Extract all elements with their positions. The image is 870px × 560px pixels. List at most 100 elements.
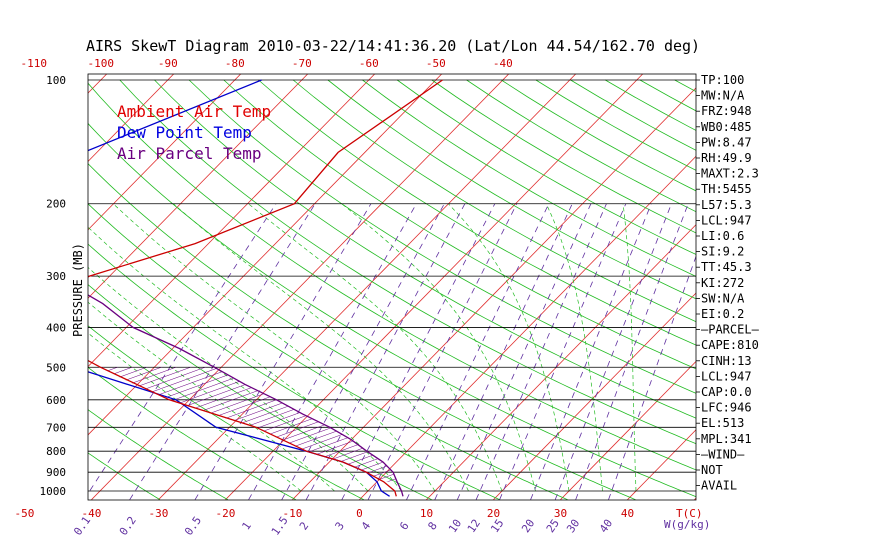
y-axis-label: PRESSURE (MB) [71,243,85,337]
top-temp-tick-label: -50 [426,57,446,70]
mixing-ratio-line [456,203,592,500]
stability-index: KI:272 [701,276,744,290]
stability-index: AVAIL [701,479,737,493]
mixing-ratio-line [530,203,652,500]
ambient-temp-line [88,79,443,497]
bottom-temp-tick-label: 10 [420,507,433,520]
dry-adiabat-line [88,122,696,498]
mixing-ratio-line [475,203,607,500]
bottom-temp-tick-label: -30 [149,507,169,520]
top-temp-tick-label: -90 [158,57,178,70]
mixing-ratio-unit-label: W(g/kg) [664,518,710,531]
pressure-tick-label: 600 [46,394,66,407]
dry-adiabat-line [223,79,696,370]
isotherm-line [761,71,870,500]
mixing-ratio-line [554,203,672,500]
pressure-tick-label: 1000 [40,485,67,498]
bottom-temp-tick-label: 30 [554,507,567,520]
stability-index: —WIND— [701,447,745,461]
dry-adiabat-line [88,452,161,500]
stability-index: MPL:341 [701,432,752,446]
dry-adiabat-line [258,79,696,346]
axis-ticks: 0.1 0.2 0.5 1 1.5 2 3 4 6 8 10 12 15 20 25 30 4010020030… [15,57,711,538]
dry-adiabat-line [88,243,500,500]
top-temp-tick-label: -80 [225,57,245,70]
mixing-ratio-label: 4 [359,519,374,532]
top-temp-tick-label: -60 [359,57,379,70]
stability-index: TH:5455 [701,182,752,196]
top-temp-tick-label: -100 [88,57,115,70]
stability-index: SW:N/A [701,291,745,305]
legend: Ambient Air Temp Dew Point Temp Air Parcel… [117,102,271,163]
pressure-tick-label: 700 [46,421,66,434]
stability-index: MAXT:2.3 [701,167,759,181]
dry-adiabat-line [744,80,870,500]
stability-index: FRZ:948 [701,104,752,118]
stability-index: PW:8.47 [701,135,752,149]
legend-entry: Air Parcel Temp [117,144,262,163]
stability-index: EL:513 [701,416,744,430]
bottom-temp-tick-label: -10 [283,507,303,520]
top-temp-tick-label: -110 [21,57,48,70]
stability-index: CAP:0.0 [701,385,752,399]
moist-adiabat-line [173,203,469,492]
dry-adiabat-line [327,79,696,300]
stability-index: TP:100 [701,73,744,87]
dry-adiabat-line [639,79,696,112]
isotherm-line [88,74,309,299]
mixing-ratio-line [194,203,372,500]
mixing-ratio-line [88,203,277,495]
chart-title: AIRS SkewT Diagram 2010-03-22/14:41:36.2… [86,37,700,55]
mixing-ratio-label: 0.5 [182,514,204,538]
mixing-ratio-label: 2 [297,520,311,533]
isotherm-line [292,87,696,500]
isotherm-line [359,155,696,500]
mixing-ratio-label: 40 [597,517,615,535]
stability-index: L57:5.3 [701,198,752,212]
bottom-temp-tick-label: -40 [82,507,102,520]
mixing-ratio-label: 30 [564,517,582,535]
stability-index: LCL:947 [701,213,752,227]
stability-index: EI:0.2 [701,307,744,321]
bottom-temp-tick-label: 0 [356,507,363,520]
stability-index: TT:45.3 [701,260,752,274]
mixing-ratio-line [608,255,696,500]
dry-adiabat-line [466,79,696,213]
isobars [88,79,696,492]
mixing-ratio-label: 0.2 [117,514,139,538]
dry-adiabat-line [88,203,568,500]
dry-adiabat-line [88,284,432,500]
pressure-tick-label: 100 [46,74,66,87]
mixing-ratio-line [248,203,417,500]
mixing-ratio-line [575,203,689,500]
pressure-tick-label: 400 [46,321,66,334]
dry-adiabat-line [88,409,229,500]
mixing-ratio-label: 1 [239,520,253,533]
dry-adiabat-line [119,79,696,445]
stability-index: RH:49.9 [701,151,752,165]
mixing-ratio-label: 3 [333,520,347,533]
isotherm-line [88,74,108,94]
top-temp-tick-label: -70 [292,57,312,70]
isotherm-line [88,74,242,231]
stability-index: LI:0.6 [701,229,744,243]
stability-index: LCL:947 [701,369,752,383]
isotherm-line [158,74,577,500]
dry-adiabat-line [154,79,696,419]
stability-index: NOT [701,463,723,477]
parcel-temp-line [88,294,404,497]
legend-entry: Ambient Air Temp [117,102,271,121]
stability-index: CINH:13 [701,354,752,368]
mixing-ratio-label: 6 [397,520,411,533]
mixing-ratio-line [129,203,316,500]
pressure-tick-label: 500 [46,361,66,374]
isotherm-line [91,74,510,500]
mixing-ratio-label: 12 [465,517,483,535]
mixing-ratio-label: 10 [446,517,464,535]
bottom-temp-tick-label: 40 [621,507,634,520]
stability-index: SI:9.2 [701,245,744,259]
mixing-ratio-line [341,203,496,500]
dry-adiabat-line [88,366,296,500]
